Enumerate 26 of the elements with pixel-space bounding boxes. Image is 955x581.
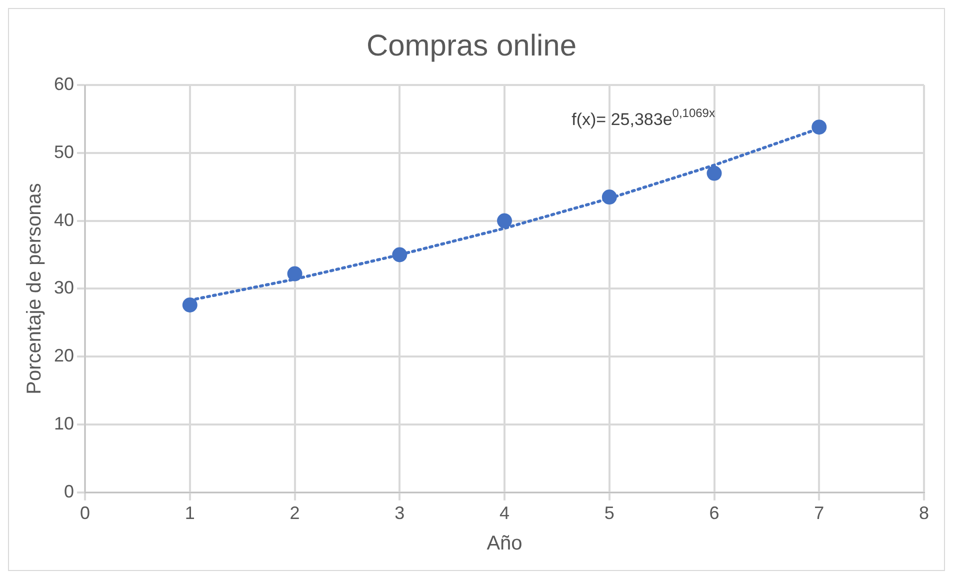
x-axis-title: Año — [486, 532, 522, 555]
x-tick-label: 6 — [709, 503, 720, 524]
y-tick-label: 60 — [54, 74, 74, 94]
x-tick-label: 4 — [500, 503, 510, 524]
x-tick-label: 2 — [290, 503, 300, 524]
x-tick-label: 1 — [184, 503, 195, 524]
chart-title: Compras online — [366, 29, 577, 62]
point — [182, 297, 198, 312]
y-tick-label: 10 — [54, 413, 74, 434]
y-tick-label: 50 — [54, 142, 74, 162]
x-tick-label: 0 — [80, 503, 90, 524]
y-axis-title: Porcentaje de personas — [24, 183, 46, 394]
x-tick-label: 3 — [394, 503, 405, 524]
x-tick-label: 5 — [604, 503, 614, 524]
point — [497, 213, 512, 228]
y-tick-label: 20 — [54, 346, 74, 366]
point — [706, 166, 722, 181]
point — [812, 120, 827, 135]
y-tick-label: 0 — [64, 481, 74, 502]
x-tick-label: 8 — [918, 503, 930, 524]
x-tick-label: 7 — [814, 503, 824, 524]
y-tick-label: 40 — [54, 210, 74, 230]
point — [602, 190, 617, 205]
y-tick-label: 30 — [54, 278, 74, 298]
point — [287, 266, 302, 282]
point — [392, 247, 408, 262]
